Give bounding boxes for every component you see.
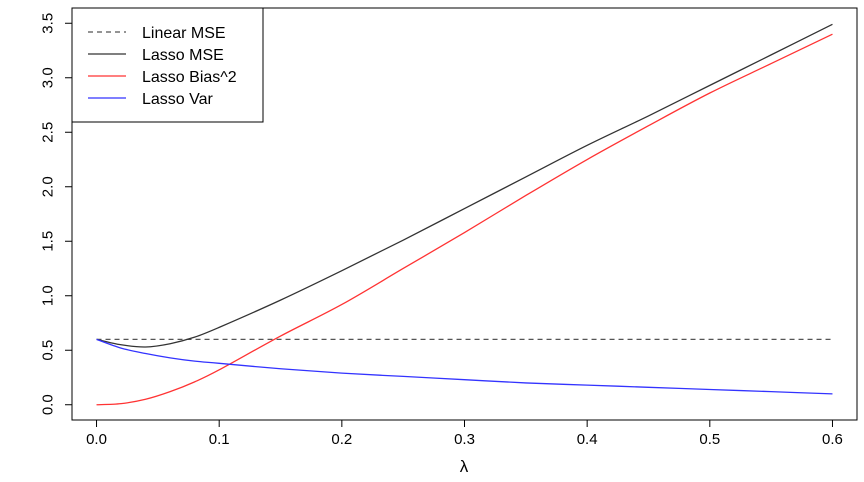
y-tick-label: 0.5 <box>40 340 57 361</box>
x-tick-label: 0.2 <box>331 431 352 448</box>
x-tick-label: 0.1 <box>209 431 230 448</box>
y-tick-label: 0.0 <box>40 394 57 415</box>
legend: Linear MSE Lasso MSE Lasso Bias^2 Lasso Var <box>71 7 264 123</box>
y-tick-label: 1.0 <box>40 285 57 306</box>
x-axis-title: λ <box>460 457 469 476</box>
y-tick-label: 1.5 <box>40 231 57 252</box>
legend-label: Lasso MSE <box>142 47 224 64</box>
y-axis: 0.0 0.5 1.0 1.5 2.0 2.5 3.0 3.5 <box>40 13 72 415</box>
y-tick-label: 2.0 <box>40 176 57 197</box>
legend-label: Lasso Bias^2 <box>142 69 237 86</box>
series-line-lasso-mse <box>96 23 833 348</box>
y-tick-label: 2.5 <box>40 122 57 143</box>
legend-box <box>71 7 264 123</box>
x-tick-label: 0.5 <box>699 431 720 448</box>
y-tick-label: 3.5 <box>40 13 57 34</box>
x-tick-label: 0.4 <box>577 431 598 448</box>
legend-label: Lasso Var <box>142 91 214 108</box>
x-tick-label: 0.3 <box>454 431 475 448</box>
series-line-lasso-var <box>96 338 833 395</box>
series-layer <box>96 23 833 406</box>
legend-label: Linear MSE <box>142 25 226 42</box>
x-tick-label: 0.0 <box>86 431 107 448</box>
x-tick-label: 0.6 <box>822 431 843 448</box>
x-axis: 0.0 0.1 0.2 0.3 0.4 0.5 0.6 <box>86 420 843 448</box>
series-line-lasso-bias-2 <box>96 33 833 406</box>
y-tick-label: 3.0 <box>40 67 57 88</box>
